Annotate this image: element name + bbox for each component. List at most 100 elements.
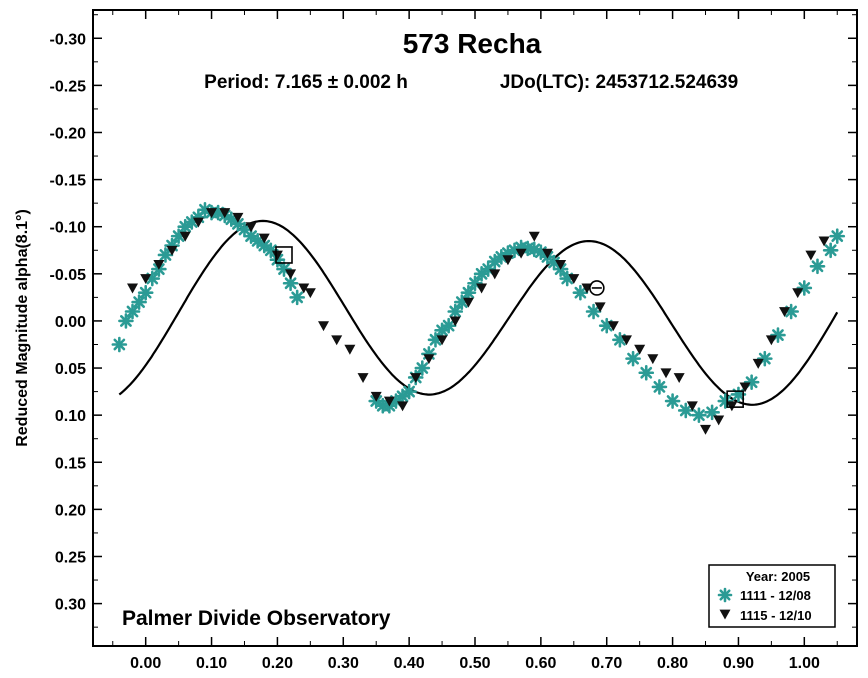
data-point-triangle bbox=[357, 373, 369, 383]
data-point-triangle bbox=[555, 260, 567, 270]
data-point-triangle bbox=[179, 231, 191, 242]
legend-asterisk-marker bbox=[717, 587, 733, 603]
data-point-asterisk bbox=[249, 233, 266, 249]
data-point-asterisk bbox=[118, 313, 134, 329]
asterisk-stroke bbox=[278, 263, 290, 276]
data-point-triangle bbox=[298, 283, 310, 294]
asterisk-stroke bbox=[824, 244, 837, 257]
data-point-triangle bbox=[140, 274, 152, 285]
data-point-triangle bbox=[383, 396, 395, 407]
asterisk-stroke bbox=[416, 362, 429, 374]
data-point-triangle bbox=[271, 250, 283, 261]
asterisk-stroke bbox=[396, 390, 409, 403]
data-point-triangle bbox=[726, 401, 738, 412]
data-point-asterisk bbox=[111, 336, 128, 353]
y-tick-label: -0.30 bbox=[50, 31, 87, 48]
asterisk-stroke bbox=[390, 395, 402, 407]
asterisk-stroke bbox=[146, 272, 159, 285]
highlight-square-marker bbox=[275, 246, 293, 264]
asterisk-stroke bbox=[258, 239, 271, 252]
data-point-asterisk bbox=[282, 275, 299, 292]
y-tick-label: 0.15 bbox=[55, 455, 86, 472]
y-tick-label: -0.20 bbox=[50, 125, 87, 142]
y-tick-label: -0.10 bbox=[50, 220, 87, 237]
data-point-asterisk bbox=[625, 350, 641, 367]
data-point-triangle bbox=[397, 401, 409, 412]
data-point-triangle bbox=[192, 217, 204, 228]
data-point-triangle bbox=[541, 248, 553, 259]
highlight-markers bbox=[275, 246, 744, 408]
data-point-asterisk bbox=[223, 211, 240, 227]
asterisk-stroke bbox=[693, 409, 705, 422]
asterisk-stroke bbox=[436, 324, 448, 337]
x-tick-label: 0.10 bbox=[196, 655, 227, 672]
data-point-triangle bbox=[739, 382, 751, 393]
data-point-asterisk bbox=[467, 275, 483, 292]
data-point-asterisk bbox=[506, 242, 523, 259]
data-point-asterisk bbox=[460, 284, 477, 301]
data-point-asterisk bbox=[612, 331, 628, 348]
legend-title: Year: 2005 bbox=[746, 569, 810, 584]
legend: Year: 2005 1111 - 12/08 1115 - 12/10 bbox=[708, 564, 836, 628]
data-point-triangle bbox=[245, 222, 257, 233]
data-point-triangle bbox=[318, 321, 330, 332]
data-point-triangle bbox=[594, 302, 606, 313]
data-point-triangle bbox=[528, 231, 540, 242]
data-point-asterisk bbox=[704, 404, 720, 421]
y-axis-tick-labels: -0.30 -0.25 -0.20 -0.15 -0.10 -0.05 0.00 0.05 0.… bbox=[50, 31, 87, 613]
x-tick-label: 1.00 bbox=[789, 655, 820, 672]
data-point-triangle bbox=[166, 245, 178, 256]
data-point-triangle bbox=[436, 335, 448, 346]
asterisk-stroke bbox=[785, 305, 798, 318]
asterisk-stroke bbox=[449, 305, 462, 318]
data-series bbox=[111, 201, 846, 435]
data-point-asterisk bbox=[743, 374, 760, 390]
data-point-triangle bbox=[462, 297, 474, 308]
data-point-triangle bbox=[489, 269, 501, 280]
data-point-triangle bbox=[779, 307, 791, 318]
data-point-triangle bbox=[344, 344, 356, 355]
data-point-triangle bbox=[568, 274, 580, 285]
data-point-asterisk bbox=[664, 393, 681, 409]
data-point-triangle bbox=[258, 233, 270, 244]
asterisk-stroke bbox=[719, 395, 732, 407]
x-tick-label: 0.70 bbox=[591, 655, 622, 672]
data-point-triangle bbox=[673, 373, 685, 383]
observatory-watermark: Palmer Divide Observatory bbox=[122, 607, 391, 630]
y-axis-label: Reduced Magnitude alpha(8.1°) bbox=[14, 209, 31, 447]
data-point-triangle bbox=[660, 368, 672, 379]
axis-ticks bbox=[93, 10, 857, 646]
data-point-triangle bbox=[127, 283, 139, 294]
x-tick-label: 0.20 bbox=[262, 655, 293, 672]
x-tick-label: 0.90 bbox=[723, 655, 754, 672]
asterisk-stroke bbox=[811, 260, 824, 273]
data-point-asterisk bbox=[131, 294, 147, 310]
asterisk-stroke bbox=[469, 277, 481, 290]
data-point-triangle bbox=[700, 424, 712, 435]
data-point-triangle bbox=[153, 260, 165, 270]
data-point-asterisk bbox=[137, 284, 154, 301]
y-tick-label: 0.00 bbox=[55, 314, 86, 331]
data-point-triangle bbox=[423, 354, 435, 365]
asterisk-stroke bbox=[574, 286, 587, 299]
asterisk-stroke bbox=[139, 286, 152, 299]
asterisk-stroke bbox=[442, 319, 455, 332]
data-point-triangle bbox=[805, 250, 817, 261]
asterisk-stroke bbox=[245, 230, 257, 243]
asterisk-stroke bbox=[528, 243, 541, 256]
asterisk-stroke bbox=[159, 249, 172, 261]
x-tick-label: 0.40 bbox=[394, 655, 425, 672]
asterisk-stroke bbox=[488, 255, 501, 268]
data-point-triangle bbox=[634, 344, 646, 355]
data-point-triangle bbox=[686, 401, 698, 412]
asterisk-stroke bbox=[133, 296, 145, 308]
data-point-triangle bbox=[476, 283, 488, 294]
data-point-triangle bbox=[206, 208, 218, 219]
asterisk-stroke bbox=[706, 406, 718, 419]
data-point-asterisk bbox=[572, 284, 589, 301]
asterisk-stroke bbox=[120, 315, 132, 327]
asterisk-stroke bbox=[831, 230, 844, 243]
data-point-triangle bbox=[370, 391, 382, 402]
data-point-asterisk bbox=[289, 289, 305, 306]
